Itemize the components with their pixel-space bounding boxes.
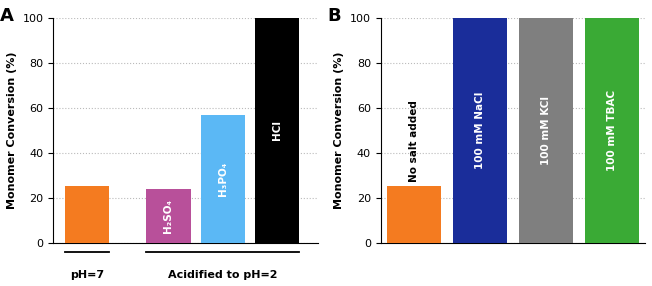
Text: 100 mM KCl: 100 mM KCl [541,96,551,165]
Bar [147,189,190,243]
Bar [585,18,639,243]
Text: H₃PO₄: H₃PO₄ [218,162,228,196]
Bar [255,18,299,243]
Bar [387,186,441,243]
Text: HCl: HCl [272,120,282,140]
Bar [65,186,109,243]
Bar [201,115,244,243]
Text: No salt added: No salt added [409,100,419,182]
Bar [452,18,507,243]
Text: 100 mM TBAC: 100 mM TBAC [607,90,617,171]
Text: H₂SO₄: H₂SO₄ [164,199,173,233]
Text: 100 mM NaCl: 100 mM NaCl [475,92,485,169]
Text: B: B [328,7,342,25]
Text: pH=7: pH=7 [70,270,104,280]
Text: A: A [1,7,14,25]
Bar [519,18,573,243]
Text: Acidified to pH=2: Acidified to pH=2 [168,270,278,280]
Y-axis label: Monomer Conversion (%): Monomer Conversion (%) [334,51,344,209]
Y-axis label: Monomer Conversion (%): Monomer Conversion (%) [7,51,17,209]
